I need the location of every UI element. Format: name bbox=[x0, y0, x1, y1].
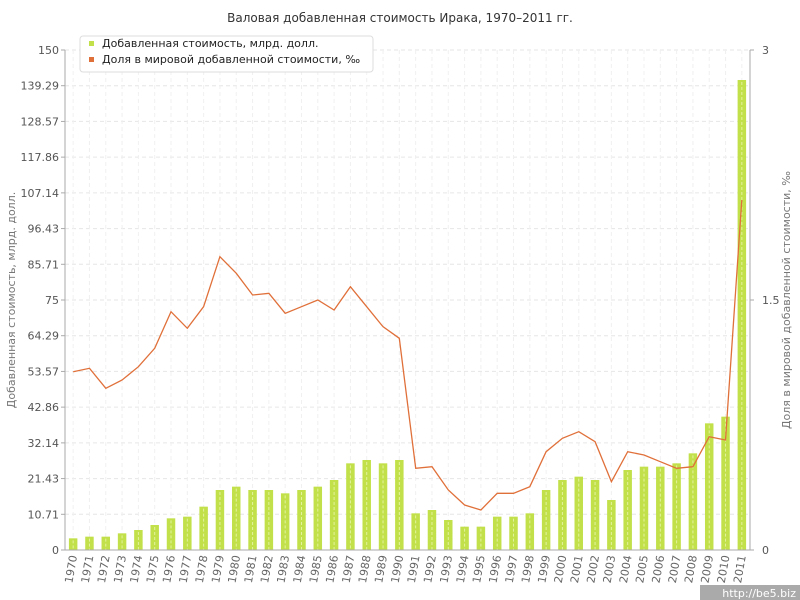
x-tick-label: 1981 bbox=[242, 554, 260, 584]
y-tick-label: 64.29 bbox=[28, 330, 60, 343]
y-tick-label: 107.14 bbox=[21, 187, 60, 200]
x-tick-label: 2001 bbox=[568, 554, 586, 584]
y2-tick-label: 3 bbox=[762, 44, 769, 57]
bar bbox=[656, 466, 665, 550]
bar bbox=[639, 466, 649, 550]
bar-series bbox=[68, 80, 747, 550]
x-tick-label: 2006 bbox=[650, 554, 668, 584]
x-tick-label: 2009 bbox=[699, 554, 717, 584]
bar bbox=[721, 416, 730, 550]
chart-title: Валовая добавленная стоимость Ирака, 197… bbox=[227, 11, 573, 25]
y-tick-label: 21.43 bbox=[28, 473, 60, 486]
x-tick-label: 1998 bbox=[519, 554, 537, 584]
x-tick-label: 1972 bbox=[95, 554, 113, 584]
x-tick-label: 1994 bbox=[454, 554, 472, 584]
x-tick-label: 1992 bbox=[421, 554, 439, 584]
x-tick-label: 1971 bbox=[79, 554, 97, 584]
x-tick-label: 1985 bbox=[307, 554, 325, 584]
x-tick-label: 2000 bbox=[552, 554, 570, 584]
bar bbox=[85, 536, 94, 550]
y2-tick-label: 0 bbox=[762, 544, 769, 557]
x-tick-label: 1995 bbox=[470, 554, 488, 584]
x-tick-label: 1996 bbox=[486, 554, 504, 584]
bar bbox=[460, 526, 469, 550]
x-tick-label: 1974 bbox=[128, 554, 146, 584]
y-tick-label: 96.43 bbox=[28, 223, 60, 236]
x-tick-label: 1979 bbox=[209, 554, 227, 584]
bar bbox=[199, 506, 208, 550]
y-tick-label: 139.29 bbox=[21, 80, 60, 93]
y2-tick-labels: 01.53 bbox=[750, 44, 780, 557]
y-tick-label: 128.57 bbox=[21, 115, 60, 128]
bar bbox=[492, 516, 502, 550]
x-tick-label: 1982 bbox=[258, 554, 276, 584]
site-credit-link[interactable]: http://be5.biz bbox=[722, 587, 796, 600]
x-tick-label: 2002 bbox=[584, 554, 602, 584]
site-credit[interactable]: http://be5.biz bbox=[700, 585, 800, 600]
x-tick-label: 1980 bbox=[226, 554, 244, 584]
x-tick-label: 1987 bbox=[340, 554, 358, 584]
x-tick-label: 2005 bbox=[633, 554, 651, 584]
legend-entry-share: Доля в мировой добавленной стоимости, ‰ bbox=[102, 53, 360, 66]
bar bbox=[232, 486, 241, 550]
x-tick-label: 1993 bbox=[438, 554, 456, 584]
y-tick-label: 32.14 bbox=[28, 437, 60, 450]
x-tick-label: 1973 bbox=[111, 554, 129, 584]
y-tick-label: 10.71 bbox=[28, 508, 60, 521]
x-tick-label: 2004 bbox=[617, 554, 635, 584]
legend-swatch-value bbox=[89, 41, 94, 46]
x-tick-label: 2007 bbox=[666, 554, 684, 584]
x-tick-label: 1984 bbox=[291, 554, 309, 584]
y-tick-label: 85.71 bbox=[28, 258, 60, 271]
x-tick-label: 1988 bbox=[356, 554, 374, 584]
bar bbox=[574, 476, 583, 550]
x-tick-label: 2008 bbox=[682, 554, 700, 584]
bar bbox=[68, 538, 78, 550]
x-tick-label: 1977 bbox=[177, 554, 195, 584]
site-credit-box bbox=[700, 585, 800, 600]
y2-axis-label: Доля в мировой добавленной стоимости, ‰ bbox=[780, 171, 793, 429]
share-line bbox=[73, 199, 743, 511]
x-tick-label: 1976 bbox=[160, 554, 178, 584]
y-tick-label: 117.86 bbox=[21, 151, 60, 164]
bar bbox=[183, 516, 192, 550]
x-tick-label: 1997 bbox=[503, 554, 521, 584]
bar bbox=[313, 486, 323, 550]
legend-entry-value: Добавленная стоимость, млрд. долл. bbox=[102, 37, 318, 50]
y2-tick-label: 1.5 bbox=[762, 294, 780, 307]
x-tick-label: 1986 bbox=[323, 554, 341, 584]
x-tick-label: 1991 bbox=[405, 554, 423, 584]
bar bbox=[476, 526, 486, 550]
y-axis-label: Добавленная стоимость, млрд. долл. bbox=[5, 192, 18, 408]
x-tick-label: 1975 bbox=[144, 554, 162, 584]
y-tick-labels: 0 10.71 21.43 32.14 42.86 53.57 64.29 75 85.71 96… bbox=[21, 44, 65, 557]
x-tick-label: 1990 bbox=[389, 554, 407, 584]
x-tick-label: 1983 bbox=[274, 554, 292, 584]
y-tick-label: 42.86 bbox=[28, 401, 60, 414]
y-tick-label: 75 bbox=[45, 294, 59, 307]
x-tick-label: 2011 bbox=[731, 554, 749, 584]
x-tick-label: 1999 bbox=[535, 554, 553, 584]
bar bbox=[509, 516, 518, 550]
x-tick-label: 1978 bbox=[193, 554, 211, 584]
y-tick-label: 53.57 bbox=[28, 365, 60, 378]
x-tick-label: 2010 bbox=[715, 554, 733, 584]
legend-swatch-share bbox=[89, 57, 94, 62]
bar bbox=[166, 518, 176, 550]
x-tick-labels: 1970197119721973197419751976197719781979… bbox=[62, 554, 748, 584]
y-tick-label: 150 bbox=[38, 44, 59, 57]
bar bbox=[101, 536, 111, 550]
x-tick-label: 1970 bbox=[62, 554, 80, 584]
y-tick-label: 0 bbox=[52, 544, 59, 557]
x-tick-label: 2003 bbox=[601, 554, 619, 584]
legend-box bbox=[79, 35, 374, 73]
legend: Добавленная стоимость, млрд. долл. Доля … bbox=[79, 35, 374, 73]
x-tick-label: 1989 bbox=[372, 554, 390, 584]
